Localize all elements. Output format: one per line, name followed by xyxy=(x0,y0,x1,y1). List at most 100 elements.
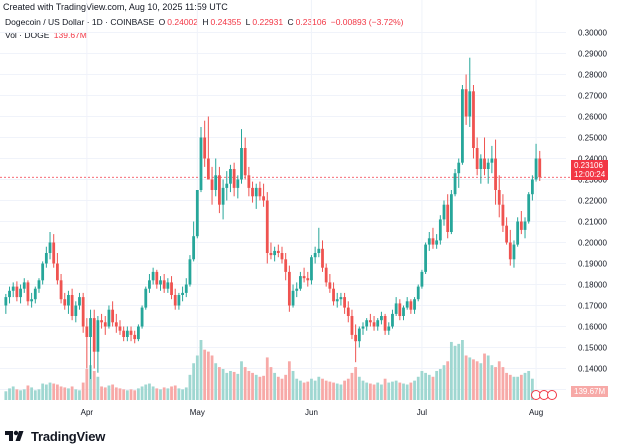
volume-bar xyxy=(229,370,232,400)
candle-body xyxy=(339,297,343,300)
candle-body xyxy=(483,158,486,169)
candle-body xyxy=(125,330,129,337)
candle-body xyxy=(299,276,302,289)
symbol-name: Dogecoin / US Dollar · 1D · COINBASE xyxy=(5,17,155,27)
candle-body xyxy=(136,326,140,340)
candle-body xyxy=(192,236,196,260)
candle-body xyxy=(302,276,306,279)
volume-bar xyxy=(339,384,343,400)
volume-bar xyxy=(372,384,376,400)
low-label: L xyxy=(245,17,251,27)
candle-body xyxy=(523,221,527,230)
candle-body xyxy=(519,221,523,230)
candle-body xyxy=(494,158,497,190)
candle-body xyxy=(376,320,380,327)
volume-bar xyxy=(387,382,391,400)
volume-bar xyxy=(431,376,435,400)
volume-bar xyxy=(365,382,369,400)
volume-bar xyxy=(26,385,30,400)
volume-bar xyxy=(33,390,37,400)
volume-bar xyxy=(44,384,48,400)
candle-body xyxy=(170,282,173,295)
candle-body xyxy=(442,204,446,220)
candle-body xyxy=(464,89,468,117)
candle-body xyxy=(247,175,251,188)
candle-body xyxy=(206,158,210,180)
tradingview-logo[interactable]: TradingView xyxy=(5,428,105,444)
volume-bar xyxy=(306,381,310,400)
volume-bar xyxy=(181,389,184,400)
low-value: 0.22931 xyxy=(252,17,284,27)
candle-body xyxy=(273,250,277,256)
volume-bar xyxy=(280,378,284,400)
candle-body xyxy=(218,175,221,205)
candle-body xyxy=(258,187,262,197)
volume-bar xyxy=(350,372,354,400)
volume-bar xyxy=(240,361,243,400)
volume-bar xyxy=(177,388,181,400)
volume-bar xyxy=(55,384,59,400)
volume-bar xyxy=(265,357,269,400)
volume-bar xyxy=(516,376,520,400)
volume-bar xyxy=(409,382,413,400)
volume-bar xyxy=(136,388,140,400)
candle-body xyxy=(92,318,96,352)
volume-bar xyxy=(269,367,273,400)
volume-bar xyxy=(173,385,177,400)
candle-body xyxy=(162,280,166,289)
volume-bar xyxy=(100,386,103,400)
candle-body xyxy=(501,204,505,226)
volume-bar xyxy=(284,374,288,400)
volume-bar xyxy=(236,373,240,400)
volume-bar xyxy=(287,361,291,400)
candle-body xyxy=(144,288,148,308)
candle-body xyxy=(262,196,265,201)
candle-body xyxy=(4,297,8,306)
volume-bar xyxy=(125,390,129,400)
volume-bar xyxy=(361,380,365,400)
candle-body xyxy=(534,158,538,180)
volume-bar xyxy=(89,365,92,400)
volume-bar xyxy=(324,380,328,400)
candle-body xyxy=(295,288,299,291)
y-tick-label: 0.30000 xyxy=(578,29,607,38)
volume-bar xyxy=(155,388,159,400)
volume-bar xyxy=(461,340,464,400)
candle-body xyxy=(398,303,402,316)
candle-body xyxy=(475,148,479,169)
candle-body xyxy=(81,297,85,327)
volume-bar xyxy=(148,383,151,400)
candle-body xyxy=(221,187,225,205)
candle-body xyxy=(148,280,151,289)
volume-bar xyxy=(70,386,74,400)
candle-body xyxy=(317,248,321,253)
candle-body xyxy=(133,334,137,340)
logo-text: TradingView xyxy=(31,428,106,444)
candle-body xyxy=(254,187,258,197)
candle-body xyxy=(472,91,475,148)
candle-body xyxy=(55,263,59,281)
candle-body xyxy=(416,286,420,300)
candle-body xyxy=(15,286,19,298)
candle-body xyxy=(269,253,273,256)
candle-body xyxy=(324,267,328,283)
created-with-caption: Created with TradingView.com, Aug 10, 20… xyxy=(3,2,228,12)
candle-body xyxy=(276,250,280,253)
volume-bar xyxy=(262,375,265,400)
volume-bar xyxy=(63,387,67,400)
volume-bar xyxy=(357,376,361,400)
volume-bar xyxy=(243,367,247,400)
volume-bar xyxy=(479,363,483,400)
volume-bar xyxy=(41,383,45,400)
volume-bar xyxy=(11,386,15,400)
open-value: 0.24002 xyxy=(167,17,199,27)
volume-bar xyxy=(446,361,450,400)
y-tick-label: 0.15000 xyxy=(578,344,607,353)
volume-bar xyxy=(151,386,155,400)
candle-body xyxy=(361,326,365,329)
volume-bar xyxy=(214,363,218,400)
volume-bar xyxy=(343,380,346,400)
candle-body xyxy=(214,175,218,190)
volume-tag-value: 139.67M xyxy=(574,387,606,396)
volume-bar xyxy=(442,365,446,400)
